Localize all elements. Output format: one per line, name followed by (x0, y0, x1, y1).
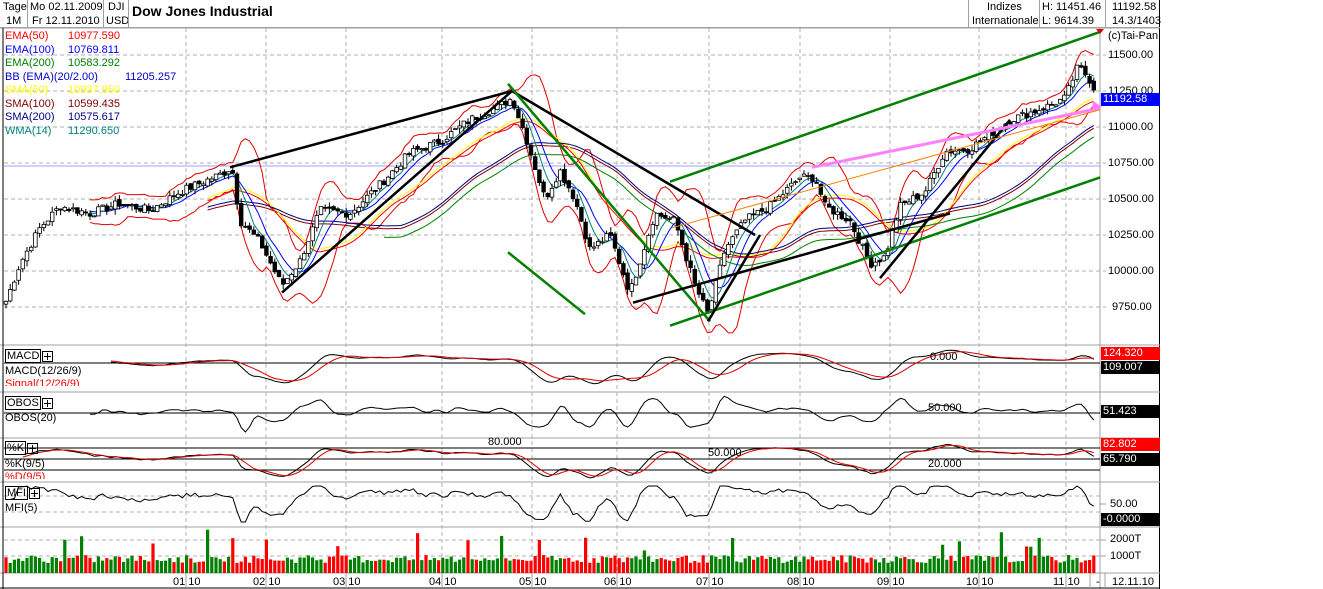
volume-tick: 1000T (1110, 550, 1142, 562)
volume-tick: 2000T (1110, 533, 1142, 545)
mfi-level: 50.00 (1110, 498, 1138, 510)
stoch-level-high: 80.000 (488, 436, 522, 448)
mfi-panel-label: MFI (5, 486, 40, 500)
date-label: 07 10 (696, 576, 724, 588)
date-label: 03 10 (333, 576, 361, 588)
macd-tag: 124.320 (1101, 347, 1160, 360)
interval-label[interactable]: 1M (6, 15, 22, 27)
k-sub-label: %K(9/5) (5, 458, 45, 470)
price-tick: 10500.00 (1108, 193, 1154, 205)
mfi-label[interactable]: MFI (5, 486, 28, 500)
currency: USD (106, 15, 130, 27)
period-high: H: 11451.46 (1042, 1, 1102, 13)
info-ratio: 14.3/1403 (1112, 15, 1161, 27)
date-label: 11 10 (1053, 576, 1080, 588)
mfi-sub-label: MFI(5) (5, 502, 38, 514)
price-tick: 10000.00 (1108, 265, 1154, 277)
date-label: 09 10 (877, 576, 905, 588)
obos-label[interactable]: OBOS (5, 396, 41, 410)
date-label: 05 10 (519, 576, 547, 588)
obos-panel-label: OBOS (5, 396, 53, 410)
legend-item: EMA(200) 10583.292 (5, 57, 120, 69)
date-end-dash: - (1096, 576, 1100, 588)
macd-sub-label: MACD(12/26/9) (5, 365, 82, 377)
period-label[interactable]: Tage (3, 1, 27, 13)
price-tick: 11000.00 (1108, 121, 1154, 133)
stoch-panel-label: %K (5, 441, 39, 455)
current-price-tag: 11192.58 (1101, 93, 1160, 106)
date-to: Fr 12.11.2010 (32, 15, 100, 27)
chart-header: Tage 1M Mo 02.11.2009 Fr 12.11.2010 DJI … (0, 0, 1161, 28)
date-label: 01 10 (173, 576, 201, 588)
legend-item: EMA(100) 10769.811 (5, 43, 120, 56)
last-price: 11192.58 (1112, 1, 1157, 13)
date-label: 10 10 (966, 576, 994, 588)
price-tick: 11500.00 (1108, 49, 1154, 61)
stoch-level-low: 20.000 (928, 458, 962, 470)
date-label: 06 10 (604, 576, 632, 588)
copyright-label: (c)Tai-Pan (1108, 30, 1159, 42)
expand-plus-icon[interactable] (42, 350, 54, 362)
legend-item: EMA(50) 10977.590 (5, 30, 120, 42)
legend-item: SMA(200) 10575.617 (5, 111, 120, 123)
expand-plus-icon[interactable] (28, 487, 40, 499)
market-line2: Internationale (972, 15, 1039, 27)
price-tick: 9750.00 (1112, 301, 1152, 313)
expand-plus-icon[interactable] (27, 442, 39, 454)
stoch-label[interactable]: %K (5, 441, 27, 455)
obos-sub-label: OBOS(20) (5, 412, 57, 424)
macd-level: 0.000 (930, 351, 958, 363)
signal-tag: 109.007 (1101, 361, 1160, 374)
mfi-tag: -0.0000 (1101, 513, 1160, 526)
macd-label[interactable]: MACD (5, 349, 42, 363)
legend-item: SMA(100) 10599.435 (5, 97, 120, 110)
price-tick: 10750.00 (1108, 157, 1154, 169)
macd-panel-label: MACD (5, 349, 54, 363)
date-label: 08 10 (787, 576, 815, 588)
date-label: 02 10 (253, 576, 281, 588)
legend-item: BB (EMA)(20/2.00) 11205.257 (5, 70, 177, 83)
date-from: Mo 02.11.2009 (30, 1, 103, 13)
obos-level: 50.000 (928, 402, 962, 414)
date-end: 12.11.10 (1112, 576, 1155, 588)
obos-tag: 51.423 (1101, 405, 1160, 418)
market-line1: Indizes (987, 1, 1022, 13)
legend-item: SMA(50) 10937.950 (5, 84, 120, 96)
chart-title: Dow Jones Industrial (132, 3, 273, 19)
legend-item: WMA(14) 11290.650 (5, 124, 120, 137)
stoch-level-mid: 50.000 (708, 447, 742, 459)
expand-plus-icon[interactable] (41, 397, 53, 409)
d-tag: 65.790 (1101, 453, 1160, 466)
d-sub-label: %D(9/5) (5, 471, 46, 479)
price-chart[interactable] (0, 0, 1160, 589)
period-low: L: 9614.39 (1042, 15, 1094, 27)
price-tick: 10250.00 (1108, 229, 1154, 241)
k-tag: 82.802 (1101, 438, 1160, 451)
signal-sub-label: Signal(12/26/9) (5, 378, 80, 386)
date-label: 04 10 (429, 576, 457, 588)
chart-frame (1159, 0, 1160, 589)
symbol: DJI (108, 1, 125, 13)
